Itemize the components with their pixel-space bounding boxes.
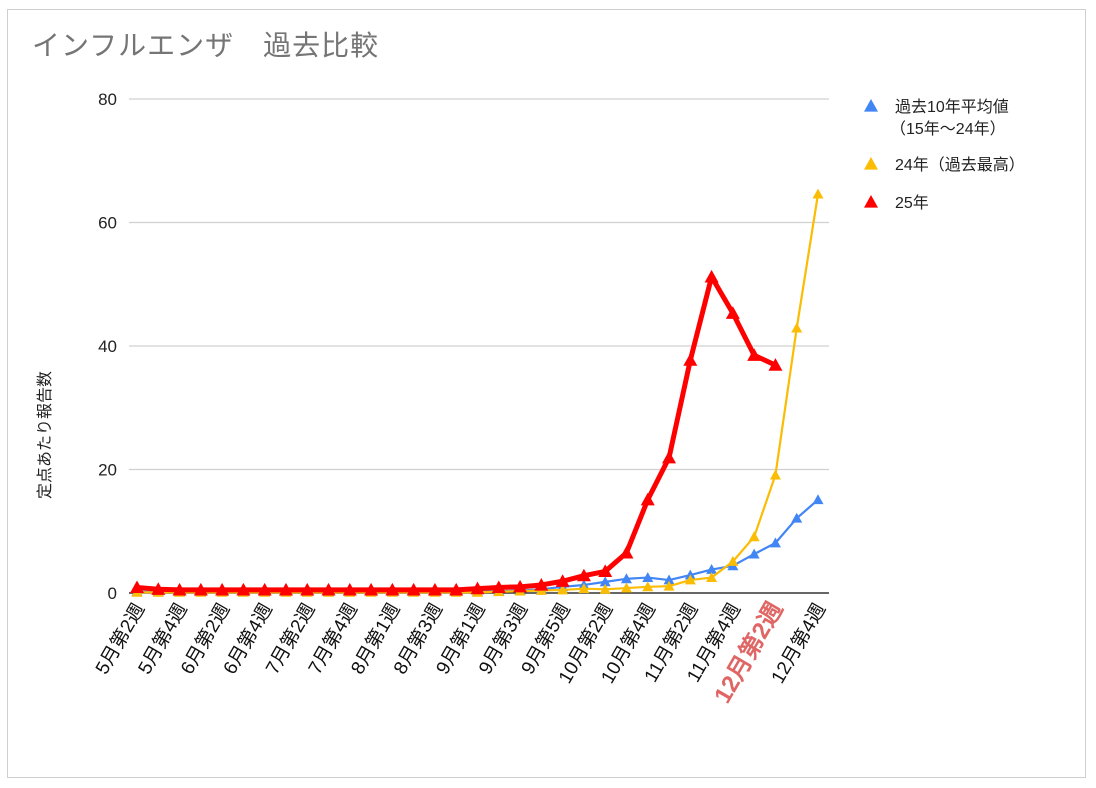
data-point-marker	[342, 582, 357, 596]
legend-label: 25年	[895, 194, 929, 212]
legend-label: （15年〜24年）	[890, 120, 1006, 138]
legend-label: 過去10年平均値	[895, 98, 1009, 116]
series-line	[137, 193, 820, 594]
y-tick-label: 20	[98, 461, 117, 480]
data-point-marker	[769, 537, 781, 548]
data-point-marker	[747, 348, 762, 361]
data-point-marker	[684, 574, 696, 585]
data-point-marker	[768, 358, 783, 371]
data-point-marker	[578, 583, 590, 594]
data-point-marker	[193, 582, 208, 596]
data-point-marker	[791, 322, 803, 333]
series-line	[136, 274, 777, 593]
data-point-marker	[557, 584, 569, 595]
data-point-marker	[704, 269, 719, 283]
data-point-marker	[599, 576, 611, 587]
y-tick-label: 60	[98, 214, 117, 233]
data-point-marker	[172, 582, 187, 596]
data-point-marker	[385, 582, 400, 596]
data-point-marker	[683, 353, 698, 366]
data-point-marker	[706, 572, 718, 582]
data-point-marker	[619, 545, 634, 559]
data-point-marker	[748, 548, 760, 559]
data-point-marker	[727, 556, 739, 566]
data-point-marker	[598, 564, 613, 577]
data-point-marker	[748, 531, 760, 542]
data-point-marker	[321, 582, 336, 596]
data-point-marker	[663, 574, 675, 585]
data-point-marker	[812, 188, 824, 199]
data-point-marker	[791, 512, 803, 523]
data-point-marker	[427, 582, 442, 596]
data-point-marker	[257, 582, 272, 596]
data-point-marker	[599, 583, 611, 594]
chart-frame	[7, 9, 1086, 778]
data-point-marker	[215, 582, 230, 596]
data-point-marker	[812, 494, 824, 505]
y-tick-label: 0	[108, 584, 117, 603]
data-point-marker	[449, 582, 464, 596]
data-point-marker	[663, 580, 675, 591]
data-point-marker	[576, 568, 591, 582]
data-point-marker	[130, 580, 144, 594]
data-point-marker	[642, 581, 654, 592]
data-point-marker	[769, 469, 781, 480]
data-point-marker	[620, 582, 632, 593]
data-point-marker	[300, 582, 315, 596]
data-point-marker	[406, 582, 421, 596]
data-point-marker	[278, 582, 293, 596]
data-point-marker	[620, 573, 632, 584]
legend-label: 24年（過去最高）	[895, 156, 1025, 174]
legend-marker-icon	[864, 99, 878, 112]
y-tick-label: 40	[98, 337, 117, 356]
data-point-marker	[662, 450, 677, 464]
series-line	[137, 498, 819, 593]
data-point-marker	[236, 582, 251, 596]
data-point-marker	[642, 572, 654, 582]
data-point-marker	[555, 574, 570, 587]
data-point-marker	[513, 579, 528, 593]
data-point-marker	[534, 577, 549, 591]
legend-marker-icon	[864, 157, 878, 170]
data-point-marker	[725, 306, 740, 319]
data-point-marker	[364, 582, 379, 596]
chart-title: インフルエンザ 過去比較	[32, 30, 380, 61]
data-point-marker	[470, 581, 485, 595]
legend-marker-icon	[864, 195, 878, 208]
data-point-marker	[640, 492, 655, 506]
data-point-marker	[491, 580, 506, 594]
data-point-marker	[151, 582, 166, 595]
y-axis-title: 定点あたり報告数	[36, 371, 54, 499]
data-point-marker	[706, 564, 718, 574]
y-tick-label: 80	[98, 90, 117, 109]
